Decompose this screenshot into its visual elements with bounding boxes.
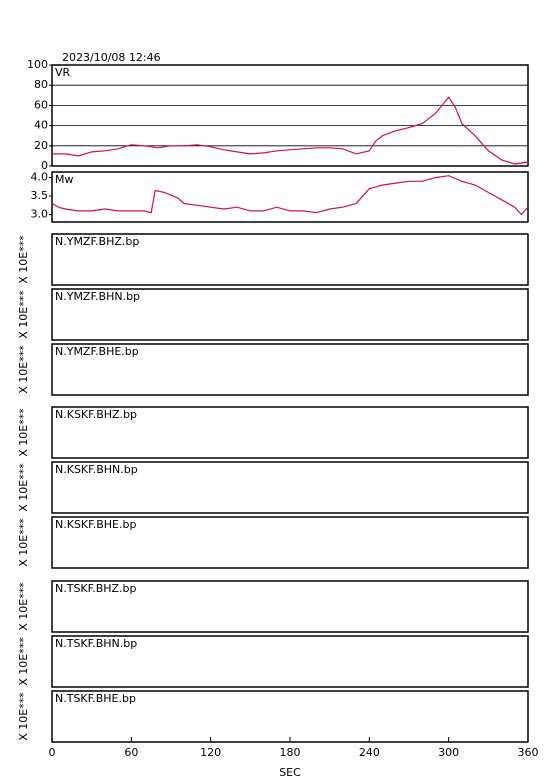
x-tick-label: 360 (518, 746, 539, 759)
panel-frame (51, 461, 529, 514)
panel-frame (51, 171, 529, 223)
panel-frame (51, 580, 529, 633)
y-axis-label: X 10E*** (17, 637, 30, 686)
y-tick-label: 40 (34, 119, 48, 132)
panel-frame (51, 406, 529, 459)
y-axis-label: X 10E*** (17, 290, 30, 339)
x-tick-label: 180 (280, 746, 301, 759)
panel-frame (51, 343, 529, 396)
panel-label: N.KSKF.BHE.bp (55, 518, 136, 531)
panel-label: Mw (55, 173, 74, 186)
panel-label: N.TSKF.BHN.bp (55, 637, 137, 650)
x-tick-label: 240 (359, 746, 380, 759)
panel-frame (51, 64, 529, 167)
panel-label: N.YMZF.BHE.bp (55, 345, 139, 358)
panel-frame (51, 288, 529, 341)
y-axis-label: X 10E*** (17, 582, 30, 631)
data-line (51, 175, 529, 216)
x-tick-label: 0 (49, 746, 56, 759)
x-tick-label: 60 (124, 746, 138, 759)
panel-label: N.YMZF.BHN.bp (55, 290, 140, 303)
panel-label: N.TSKF.BHZ.bp (55, 582, 137, 595)
chart-title: 2023/10/08 12:46 (62, 51, 161, 64)
panel-frame (51, 516, 529, 569)
panel-label: N.KSKF.BHN.bp (55, 463, 138, 476)
panel-label: N.YMZF.BHZ.bp (55, 235, 139, 248)
y-axis-label: X 10E*** (17, 518, 30, 567)
panel-label: VR (55, 66, 71, 79)
y-axis-label: X 10E*** (17, 692, 30, 741)
y-tick-label: 100 (27, 58, 48, 71)
y-tick-label: 60 (34, 98, 48, 111)
y-tick-label: 20 (34, 139, 48, 152)
y-tick-label: 3.5 (31, 189, 49, 202)
data-line (52, 96, 529, 165)
y-tick-label: 0 (41, 159, 48, 172)
y-axis-label: X 10E*** (17, 408, 30, 457)
y-tick-label: 3.0 (31, 208, 49, 221)
panel-label: N.KSKF.BHZ.bp (55, 408, 137, 421)
y-axis-label: X 10E*** (17, 345, 30, 394)
panel-frame (51, 233, 529, 286)
x-axis-label: SEC (279, 766, 301, 779)
x-tick-label: 300 (438, 746, 459, 759)
y-axis-label: X 10E*** (17, 463, 30, 512)
y-axis-label: X 10E*** (17, 235, 30, 284)
panel-label: N.TSKF.BHE.bp (55, 692, 136, 705)
y-tick-label: 4.0 (31, 171, 49, 184)
x-tick-label: 120 (200, 746, 221, 759)
y-tick-label: 80 (34, 78, 48, 91)
panel-frame (51, 635, 529, 688)
